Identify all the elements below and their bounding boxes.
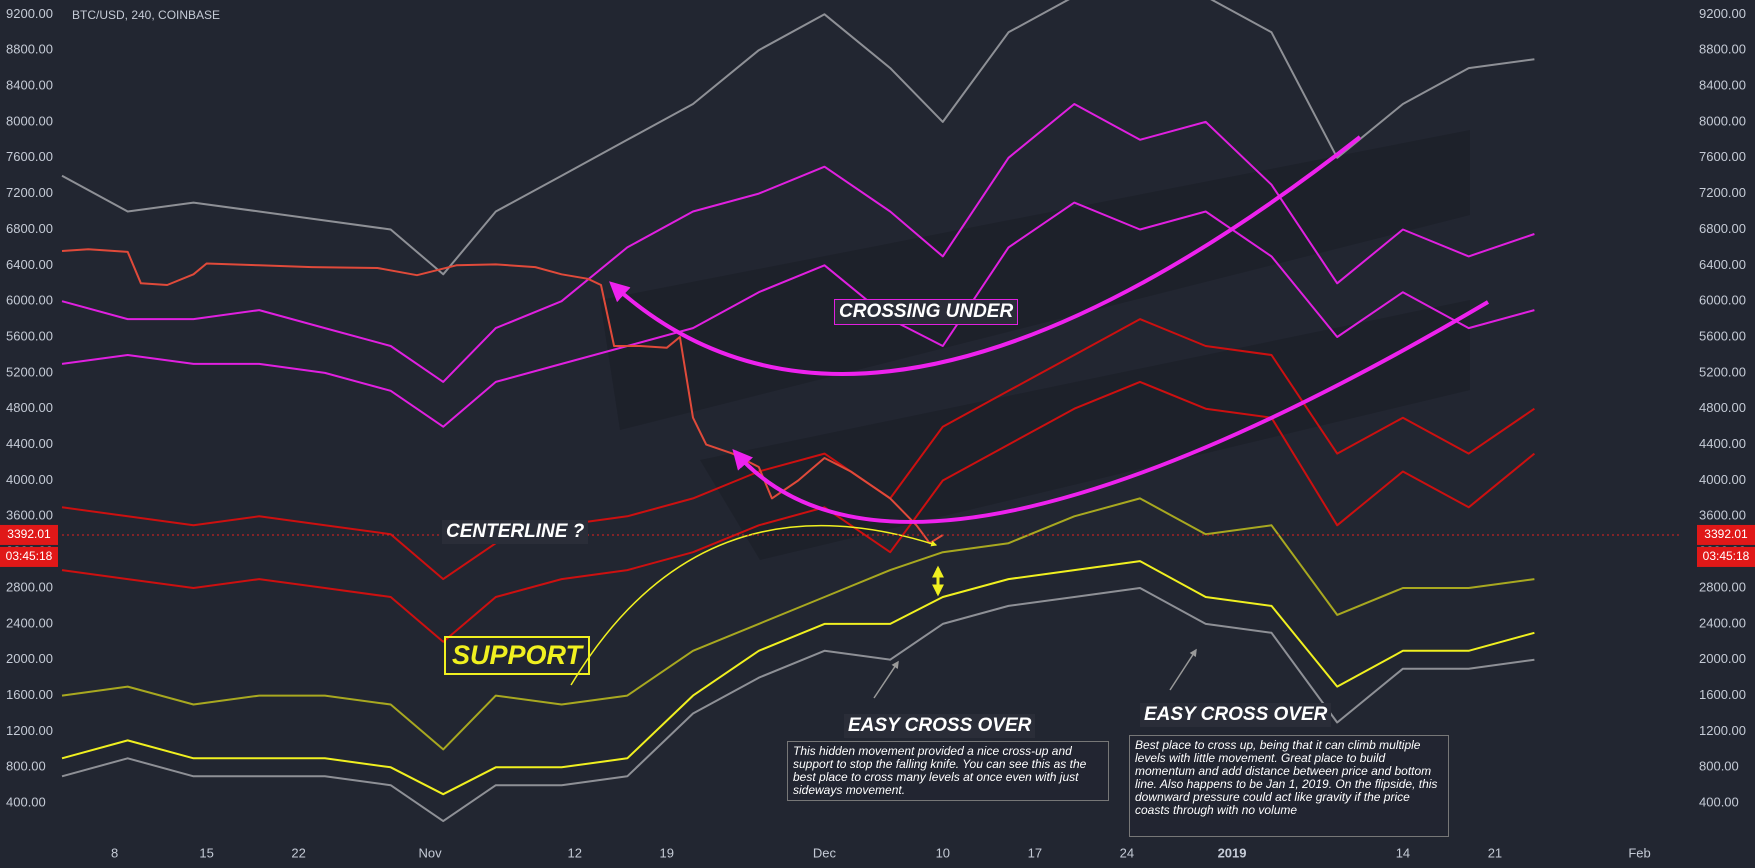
- series-line: [61, 380, 1536, 643]
- note: This hidden movement provided a nice cro…: [787, 741, 1109, 801]
- y-tick-label: 800.00: [6, 759, 46, 774]
- y-tick-label: 2000.00: [6, 651, 53, 666]
- y-tick-label: 4400.00: [1699, 436, 1746, 451]
- y-tick-label: 7200.00: [1699, 185, 1746, 200]
- price-badge: [1697, 524, 1755, 545]
- price-badge: [0, 524, 58, 545]
- x-tick-label: 21: [1488, 845, 1502, 860]
- y-tick-label: 4800.00: [6, 400, 53, 415]
- y-tick-label: 800.00: [1699, 759, 1739, 774]
- x-tick-label: 8: [111, 845, 118, 860]
- x-tick-label: 2019: [1218, 845, 1247, 860]
- arrow: [1169, 648, 1197, 691]
- price-label: 3392.01: [1704, 527, 1748, 541]
- note: Best place to cross up, being that it ca…: [1129, 735, 1449, 837]
- series-line: [61, 560, 1535, 796]
- countdown-label: 03:45:18: [1703, 549, 1750, 563]
- y-tick-label: 4000.00: [1699, 472, 1746, 487]
- y-tick-label: 400.00: [1699, 795, 1739, 810]
- chart-title: BTC/USD, 240, COINBASE: [72, 8, 220, 22]
- series-line: [61, 103, 1535, 383]
- countdown-label: 03:45:18: [6, 549, 53, 563]
- y-tick-label: 1600.00: [1699, 687, 1746, 702]
- marks: [61, 0, 1536, 823]
- y-tick-label: 6400.00: [6, 257, 53, 272]
- y-tick-label: 9200.00: [6, 6, 53, 21]
- y-tick-label: 4400.00: [6, 436, 53, 451]
- arrow: [732, 300, 1490, 524]
- y-tick-label: 7200.00: [6, 185, 53, 200]
- y-tick-label: 8800.00: [6, 42, 53, 57]
- series-line: [61, 587, 1535, 823]
- y-tick-label: 9200.00: [1699, 6, 1746, 21]
- y-tick-label: 2800.00: [6, 579, 53, 594]
- x-tick-label: Dec: [813, 845, 837, 860]
- y-tick-label: 6400.00: [1699, 257, 1746, 272]
- y-tick-label: 7600.00: [1699, 149, 1746, 164]
- x-tick-label: 10: [936, 845, 950, 860]
- y-tick-label: 1600.00: [6, 687, 53, 702]
- annotation: EASY CROSS OVER: [844, 714, 1036, 738]
- arrow: [570, 524, 938, 686]
- y-tick-label: 8400.00: [6, 77, 53, 92]
- y-tick-label: 2400.00: [6, 615, 53, 630]
- arrow: [873, 660, 899, 699]
- x-tick-label: 24: [1120, 845, 1134, 860]
- shade-band: [600, 130, 1470, 430]
- x-tick-label: 22: [291, 845, 305, 860]
- x-tick-label: 14: [1396, 845, 1410, 860]
- y-tick-label: 8400.00: [1699, 77, 1746, 92]
- x-tick-label: 15: [199, 845, 213, 860]
- countdown-badge: [1697, 546, 1755, 567]
- y-tick-label: 6800.00: [6, 221, 53, 236]
- series-line: [61, 318, 1535, 581]
- y-tick-label: 4000.00: [6, 472, 53, 487]
- y-tick-label: 6800.00: [1699, 221, 1746, 236]
- annotation: EASY CROSS OVER: [1140, 703, 1332, 727]
- y-tick-label: 2400.00: [1699, 615, 1746, 630]
- price-label: 3392.01: [7, 527, 51, 541]
- y-tick-label: 3600.00: [6, 508, 53, 523]
- series-line: [61, 0, 1535, 276]
- y-tick-label: 1200.00: [6, 723, 53, 738]
- y-tick-label: 8000.00: [1699, 113, 1746, 128]
- countdown-badge: [0, 546, 58, 567]
- annotation: SUPPORT: [444, 636, 591, 675]
- annotation: CENTERLINE ?: [442, 520, 589, 544]
- y-tick-label: 2000.00: [1699, 651, 1746, 666]
- series-line: [61, 248, 944, 545]
- x-tick-label: 17: [1028, 845, 1042, 860]
- series-line: [61, 497, 1535, 751]
- y-tick-label: 4800.00: [1699, 400, 1746, 415]
- y-tick-label: 400.00: [6, 795, 46, 810]
- x-tick-label: Nov: [419, 845, 443, 860]
- arrow: [609, 135, 1362, 376]
- y-tick-label: 8800.00: [1699, 42, 1746, 57]
- x-tick-label: 19: [659, 845, 673, 860]
- y-tick-label: 5200.00: [1699, 364, 1746, 379]
- y-tick-label: 3600.00: [1699, 508, 1746, 523]
- x-tick-label: 12: [567, 845, 581, 860]
- x-tick-label: Feb: [1628, 845, 1650, 860]
- y-tick-label: 6000.00: [1699, 293, 1746, 308]
- y-tick-label: 7600.00: [6, 149, 53, 164]
- series-line: [61, 201, 1535, 428]
- y-tick-label: 8000.00: [6, 113, 53, 128]
- y-tick-label: 1200.00: [1699, 723, 1746, 738]
- y-tick-label: 2800.00: [1699, 579, 1746, 594]
- y-tick-label: 5200.00: [6, 364, 53, 379]
- y-tick-label: 5600.00: [6, 328, 53, 343]
- y-tick-label: 6000.00: [6, 293, 53, 308]
- annotation: CROSSING UNDER: [834, 299, 1019, 325]
- y-tick-label: 5600.00: [1699, 328, 1746, 343]
